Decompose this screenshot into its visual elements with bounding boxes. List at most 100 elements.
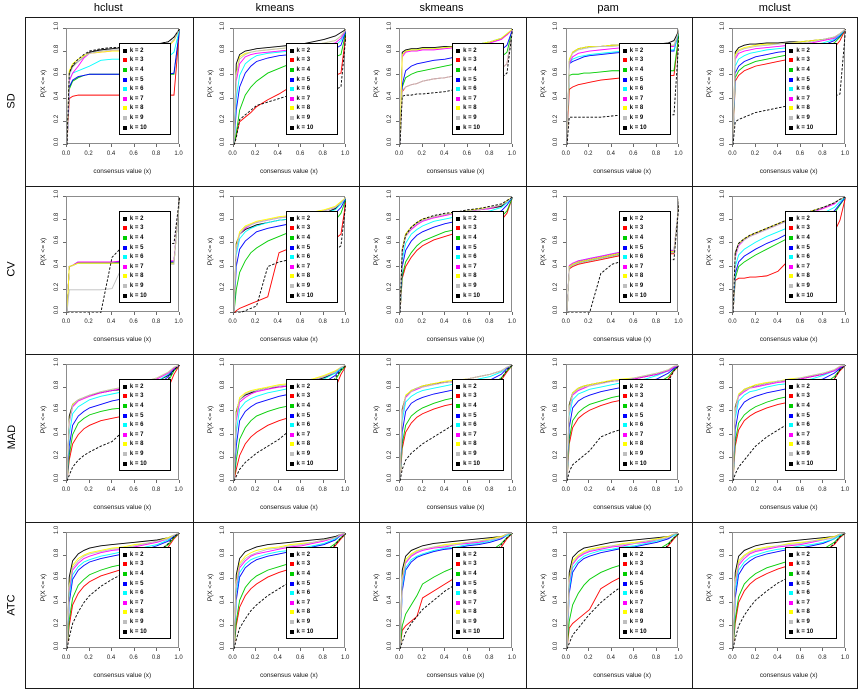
legend-item[interactable]: k = 2 [789,46,833,56]
legend-item[interactable]: k = 4 [122,65,167,75]
legend-item[interactable]: k = 4 [789,233,833,243]
legend-item[interactable]: k = 8 [456,608,500,618]
legend-item[interactable]: k = 4 [289,65,334,75]
legend-item[interactable]: k = 3 [622,560,667,570]
legend-item[interactable]: k = 4 [289,401,334,411]
legend-item[interactable]: k = 10 [456,291,500,301]
legend-item[interactable]: k = 3 [122,56,167,66]
legend-item[interactable]: k = 6 [622,588,667,598]
legend-item[interactable]: k = 10 [289,459,334,469]
legend-item[interactable]: k = 6 [122,252,167,262]
legend-item[interactable]: k = 2 [622,550,667,560]
legend-item[interactable]: k = 9 [622,617,667,627]
legend-item[interactable]: k = 2 [122,382,167,392]
legend-item[interactable]: k = 2 [456,550,500,560]
legend-item[interactable]: k = 9 [456,281,500,291]
legend-item[interactable]: k = 2 [289,214,334,224]
legend-item[interactable]: k = 2 [622,46,667,56]
legend-item[interactable]: k = 2 [622,382,667,392]
legend-item[interactable]: k = 8 [122,608,167,618]
legend-item[interactable]: k = 6 [122,84,167,94]
legend-item[interactable]: k = 7 [622,94,667,104]
legend-item[interactable]: k = 10 [289,627,334,637]
legend-item[interactable]: k = 7 [789,598,833,608]
legend-item[interactable]: k = 6 [289,252,334,262]
legend-item[interactable]: k = 5 [456,579,500,589]
legend-item[interactable]: k = 4 [622,401,667,411]
legend-item[interactable]: k = 7 [622,598,667,608]
legend-item[interactable]: k = 4 [122,401,167,411]
legend-item[interactable]: k = 3 [789,56,833,66]
legend-item[interactable]: k = 8 [789,272,833,282]
legend-item[interactable]: k = 7 [122,262,167,272]
legend-item[interactable]: k = 10 [789,459,833,469]
legend-item[interactable]: k = 7 [122,430,167,440]
legend-item[interactable]: k = 8 [622,104,667,114]
legend-item[interactable]: k = 10 [789,123,833,133]
legend-item[interactable]: k = 6 [622,420,667,430]
legend-item[interactable]: k = 3 [122,392,167,402]
legend-item[interactable]: k = 9 [289,113,334,123]
legend-item[interactable]: k = 8 [289,440,334,450]
legend-item[interactable]: k = 2 [289,550,334,560]
legend-item[interactable]: k = 7 [456,262,500,272]
legend-item[interactable]: k = 7 [456,94,500,104]
legend-item[interactable]: k = 10 [789,627,833,637]
legend-item[interactable]: k = 5 [622,579,667,589]
legend-item[interactable]: k = 8 [622,440,667,450]
legend-item[interactable]: k = 9 [289,449,334,459]
legend-item[interactable]: k = 10 [289,291,334,301]
legend-item[interactable]: k = 2 [456,214,500,224]
legend-item[interactable]: k = 5 [122,75,167,85]
legend-item[interactable]: k = 3 [289,56,334,66]
legend-item[interactable]: k = 3 [289,392,334,402]
legend-item[interactable]: k = 6 [289,420,334,430]
legend-item[interactable]: k = 9 [456,449,500,459]
legend-item[interactable]: k = 8 [789,608,833,618]
legend-item[interactable]: k = 8 [289,272,334,282]
legend-item[interactable]: k = 4 [456,401,500,411]
legend-item[interactable]: k = 10 [122,627,167,637]
legend-item[interactable]: k = 4 [789,569,833,579]
legend-item[interactable]: k = 3 [122,560,167,570]
legend-item[interactable]: k = 8 [122,272,167,282]
legend-item[interactable]: k = 10 [456,123,500,133]
legend-item[interactable]: k = 9 [622,113,667,123]
legend-item[interactable]: k = 5 [622,243,667,253]
legend-item[interactable]: k = 4 [122,569,167,579]
legend-item[interactable]: k = 5 [289,75,334,85]
legend-item[interactable]: k = 6 [622,252,667,262]
legend-item[interactable]: k = 10 [122,459,167,469]
legend-item[interactable]: k = 9 [289,617,334,627]
legend-item[interactable]: k = 3 [456,392,500,402]
legend-item[interactable]: k = 7 [789,94,833,104]
legend-item[interactable]: k = 9 [789,449,833,459]
legend-item[interactable]: k = 3 [289,560,334,570]
legend-item[interactable]: k = 5 [622,75,667,85]
legend-item[interactable]: k = 10 [289,123,334,133]
legend-item[interactable]: k = 7 [289,94,334,104]
legend-item[interactable]: k = 5 [789,75,833,85]
legend-item[interactable]: k = 2 [289,382,334,392]
legend-item[interactable]: k = 4 [789,401,833,411]
legend-item[interactable]: k = 10 [789,291,833,301]
legend-item[interactable]: k = 6 [456,588,500,598]
legend-item[interactable]: k = 4 [622,65,667,75]
legend-item[interactable]: k = 9 [622,281,667,291]
legend-item[interactable]: k = 5 [456,243,500,253]
legend-item[interactable]: k = 6 [789,84,833,94]
legend-item[interactable]: k = 4 [622,569,667,579]
legend-item[interactable]: k = 10 [622,459,667,469]
legend-item[interactable]: k = 7 [622,430,667,440]
legend-item[interactable]: k = 10 [122,291,167,301]
legend-item[interactable]: k = 8 [789,440,833,450]
legend-item[interactable]: k = 8 [122,104,167,114]
legend-item[interactable]: k = 5 [289,579,334,589]
legend-item[interactable]: k = 7 [789,430,833,440]
legend-item[interactable]: k = 7 [622,262,667,272]
legend-item[interactable]: k = 6 [289,84,334,94]
legend-item[interactable]: k = 2 [789,550,833,560]
legend-item[interactable]: k = 5 [789,243,833,253]
legend-item[interactable]: k = 4 [456,233,500,243]
legend-item[interactable]: k = 8 [456,440,500,450]
